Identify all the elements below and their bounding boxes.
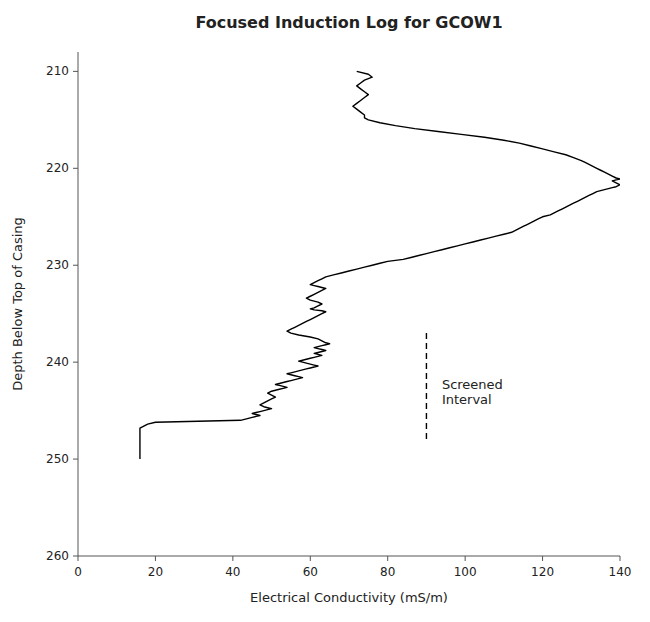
y-tick-label: 220 xyxy=(46,161,69,175)
x-axis-line xyxy=(78,556,620,557)
x-tick xyxy=(620,556,621,561)
x-tick-label: 100 xyxy=(454,565,477,579)
x-tick-label: 40 xyxy=(225,565,240,579)
y-tick-label: 240 xyxy=(46,355,69,369)
x-tick xyxy=(232,556,233,561)
x-tick-label: 120 xyxy=(531,565,554,579)
axes: 0 20 40 60 80 100 120 140 210 220 230 240 250 260 xyxy=(46,52,631,579)
x-tick-label: 0 xyxy=(74,565,82,579)
plot-area xyxy=(140,71,620,459)
y-tick xyxy=(73,556,78,557)
y-tick-label: 210 xyxy=(46,64,69,78)
x-tick xyxy=(542,556,543,561)
x-tick xyxy=(310,556,311,561)
y-tick xyxy=(73,71,78,72)
y-tick xyxy=(73,265,78,266)
x-tick-label: 140 xyxy=(609,565,632,579)
background xyxy=(0,0,650,622)
chart: 0 20 40 60 80 100 120 140 210 220 230 240 250 260 Scre… xyxy=(0,0,650,622)
x-tick-label: 80 xyxy=(380,565,395,579)
x-tick xyxy=(155,556,156,561)
y-tick xyxy=(73,168,78,169)
y-axis-label: Depth Below Top of Casing xyxy=(10,217,25,391)
x-tick xyxy=(78,556,79,561)
interval-line xyxy=(426,333,427,440)
y-tick-label: 260 xyxy=(46,549,69,563)
x-tick xyxy=(465,556,466,561)
x-tick-label: 60 xyxy=(303,565,318,579)
x-axis-label: Electrical Conductivity (mS/m) xyxy=(250,590,448,605)
annotation: ScreenedInterval xyxy=(442,376,503,406)
y-tick-label: 230 xyxy=(46,258,69,272)
x-tick xyxy=(387,556,388,561)
x-tick-label: 20 xyxy=(148,565,163,579)
y-tick-label: 250 xyxy=(46,452,69,466)
title: Focused Induction Log for GCOW1 xyxy=(195,13,502,32)
y-tick xyxy=(73,459,78,460)
log-curve xyxy=(140,71,620,459)
y-tick xyxy=(73,362,78,363)
y-axis-line xyxy=(78,52,79,556)
